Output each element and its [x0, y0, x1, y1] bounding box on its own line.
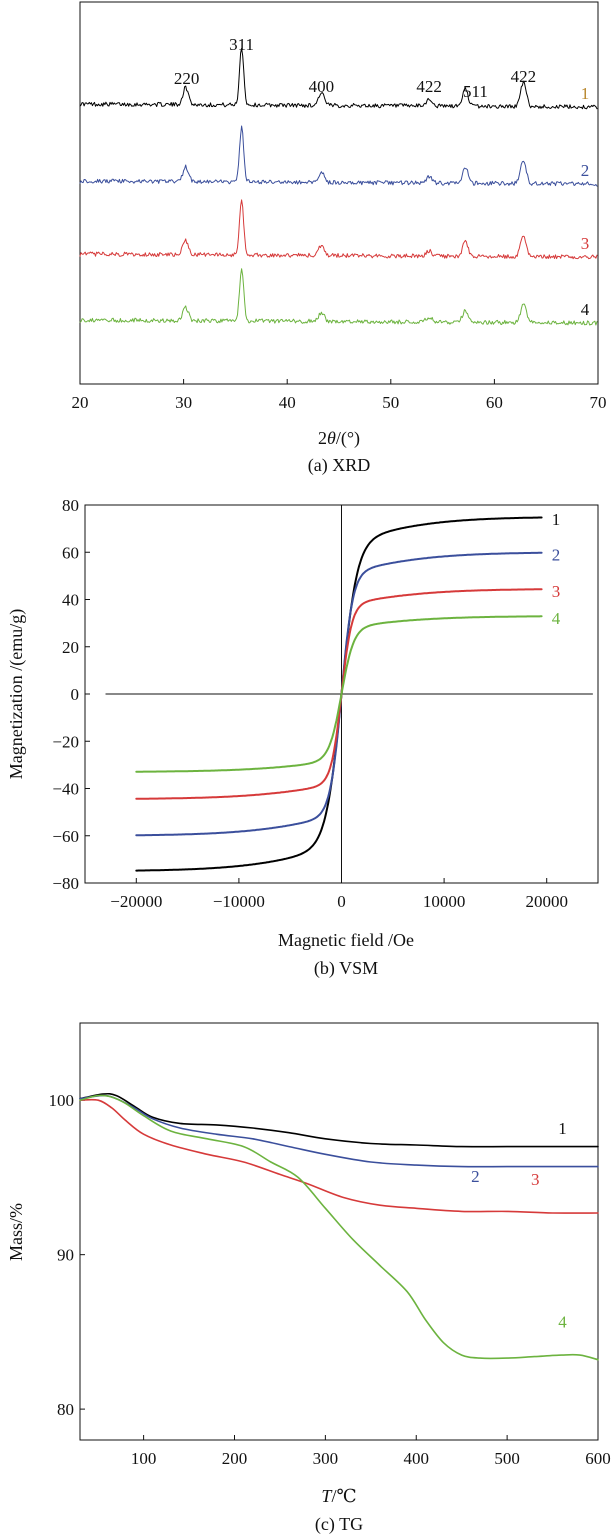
tg-y-axis-label: Mass/% — [6, 1203, 26, 1261]
xrd-x-tick-label: 40 — [279, 393, 296, 412]
xrd-series-3-label: 3 — [581, 234, 590, 253]
vsm-y-tick-label: 0 — [71, 685, 80, 704]
vsm-series-4-label: 4 — [552, 609, 561, 628]
xrd-series-2-label: 2 — [581, 161, 590, 180]
tg-series-labels: 1 2 3 4 — [471, 1119, 567, 1331]
xrd-peak-label: 422 — [511, 67, 537, 86]
vsm-x-axis-label: Magnetic field /Oe — [278, 930, 414, 950]
xrd-peak-label: 400 — [309, 77, 335, 96]
tg-x-tick-label: 300 — [313, 1449, 339, 1468]
vsm-y-tick-label: −20 — [52, 732, 79, 751]
tg-y-tick-label: 90 — [57, 1246, 74, 1265]
tg-series-4-label: 4 — [558, 1312, 567, 1331]
tg-x-axis-label: T/℃ — [321, 1486, 356, 1506]
vsm-y-tick-label: 20 — [62, 638, 79, 657]
tg-x-tick-label: 500 — [494, 1449, 520, 1468]
xrd-peak-labels: 220 311 400 422 511 422 — [174, 35, 536, 101]
vsm-series-group — [135, 516, 543, 872]
tg-series-4-line — [79, 1094, 599, 1361]
tg-series-2-label: 2 — [471, 1167, 480, 1186]
tg-y-tick-label: 80 — [57, 1400, 74, 1419]
xrd-peak-label: 311 — [229, 35, 254, 54]
xrd-series-1-line — [79, 47, 598, 110]
xrd-peak-label: 220 — [174, 69, 200, 88]
tg-x-tick-label: 400 — [403, 1449, 429, 1468]
vsm-x-tick-label: 10000 — [423, 892, 466, 911]
vsm-ticks: −20000 −10000 0 10000 20000 −80 −60 −40 −20 0 20 40… — [52, 496, 568, 911]
xrd-panel: 20 30 40 50 60 70 220 311 400 422 511 422 1 2 3 4 2θ/… — [72, 1, 607, 476]
vsm-series-1-label: 1 — [552, 510, 561, 529]
vsm-x-tick-label: −10000 — [213, 892, 265, 911]
tg-series-1-label: 1 — [558, 1119, 567, 1138]
tg-plot-frame — [79, 1022, 599, 1441]
tg-caption: (c) TG — [315, 1514, 363, 1535]
tg-x-tick-label: 600 — [585, 1449, 611, 1468]
vsm-series-labels: 1 2 3 4 — [552, 510, 561, 628]
vsm-series-4-line — [135, 615, 543, 773]
vsm-panel: −20000 −10000 0 10000 20000 −80 −60 −40 −20 0 20 40… — [6, 496, 599, 979]
xrd-x-axis-label: 2θ/(°) — [318, 428, 360, 449]
xrd-x-tick-label: 60 — [486, 393, 503, 412]
tg-series-1-line — [79, 1092, 599, 1148]
tg-ticks: 100 200 300 400 500 600 80 90 100 — [49, 1091, 611, 1468]
vsm-series-2-label: 2 — [552, 545, 561, 564]
tg-y-tick-label: 100 — [49, 1091, 75, 1110]
xrd-series-1-label: 1 — [581, 84, 590, 103]
xrd-x-tick-label: 50 — [382, 393, 399, 412]
vsm-x-tick-label: −20000 — [110, 892, 162, 911]
vsm-y-tick-label: −40 — [52, 780, 79, 799]
xrd-peak-label: 511 — [463, 82, 488, 101]
xrd-series-labels: 1 2 3 4 — [581, 84, 590, 319]
xrd-plot-frame — [79, 1, 599, 385]
xrd-series-4-label: 4 — [581, 300, 590, 319]
vsm-y-axis-label: Magnetization /(emu/g) — [6, 609, 27, 779]
vsm-y-tick-label: 60 — [62, 543, 79, 562]
tg-series-group — [79, 1092, 599, 1361]
xrd-series-group — [79, 47, 598, 326]
tg-x-tick-label: 200 — [222, 1449, 248, 1468]
vsm-caption: (b) VSM — [314, 958, 378, 979]
xrd-peak-label: 422 — [416, 77, 442, 96]
tg-series-3-label: 3 — [531, 1170, 540, 1189]
xrd-x-tick-label: 70 — [590, 393, 607, 412]
vsm-series-3-line — [135, 588, 543, 800]
xrd-caption: (a) XRD — [308, 455, 370, 476]
vsm-series-3-label: 3 — [552, 582, 561, 601]
tg-x-tick-label: 100 — [131, 1449, 157, 1468]
tg-panel: 100 200 300 400 500 600 80 90 100 1 2 3 4 Mass/% T/… — [6, 1022, 611, 1535]
xrd-series-2-line — [79, 125, 598, 187]
vsm-y-tick-label: −80 — [52, 874, 79, 893]
xrd-series-4-line — [79, 268, 598, 326]
xrd-series-3-line — [79, 199, 598, 260]
xrd-x-tick-label: 20 — [72, 393, 89, 412]
vsm-x-tick-label: 0 — [337, 892, 346, 911]
vsm-y-tick-label: 40 — [62, 591, 79, 610]
vsm-x-tick-label: 20000 — [525, 892, 568, 911]
vsm-y-tick-label: −60 — [52, 827, 79, 846]
vsm-y-tick-label: 80 — [62, 496, 79, 515]
tg-series-3-line — [79, 1098, 599, 1214]
xrd-x-tick-label: 30 — [175, 393, 192, 412]
tg-series-2-line — [79, 1094, 599, 1168]
xrd-x-ticks: 20 30 40 50 60 70 — [72, 379, 607, 412]
